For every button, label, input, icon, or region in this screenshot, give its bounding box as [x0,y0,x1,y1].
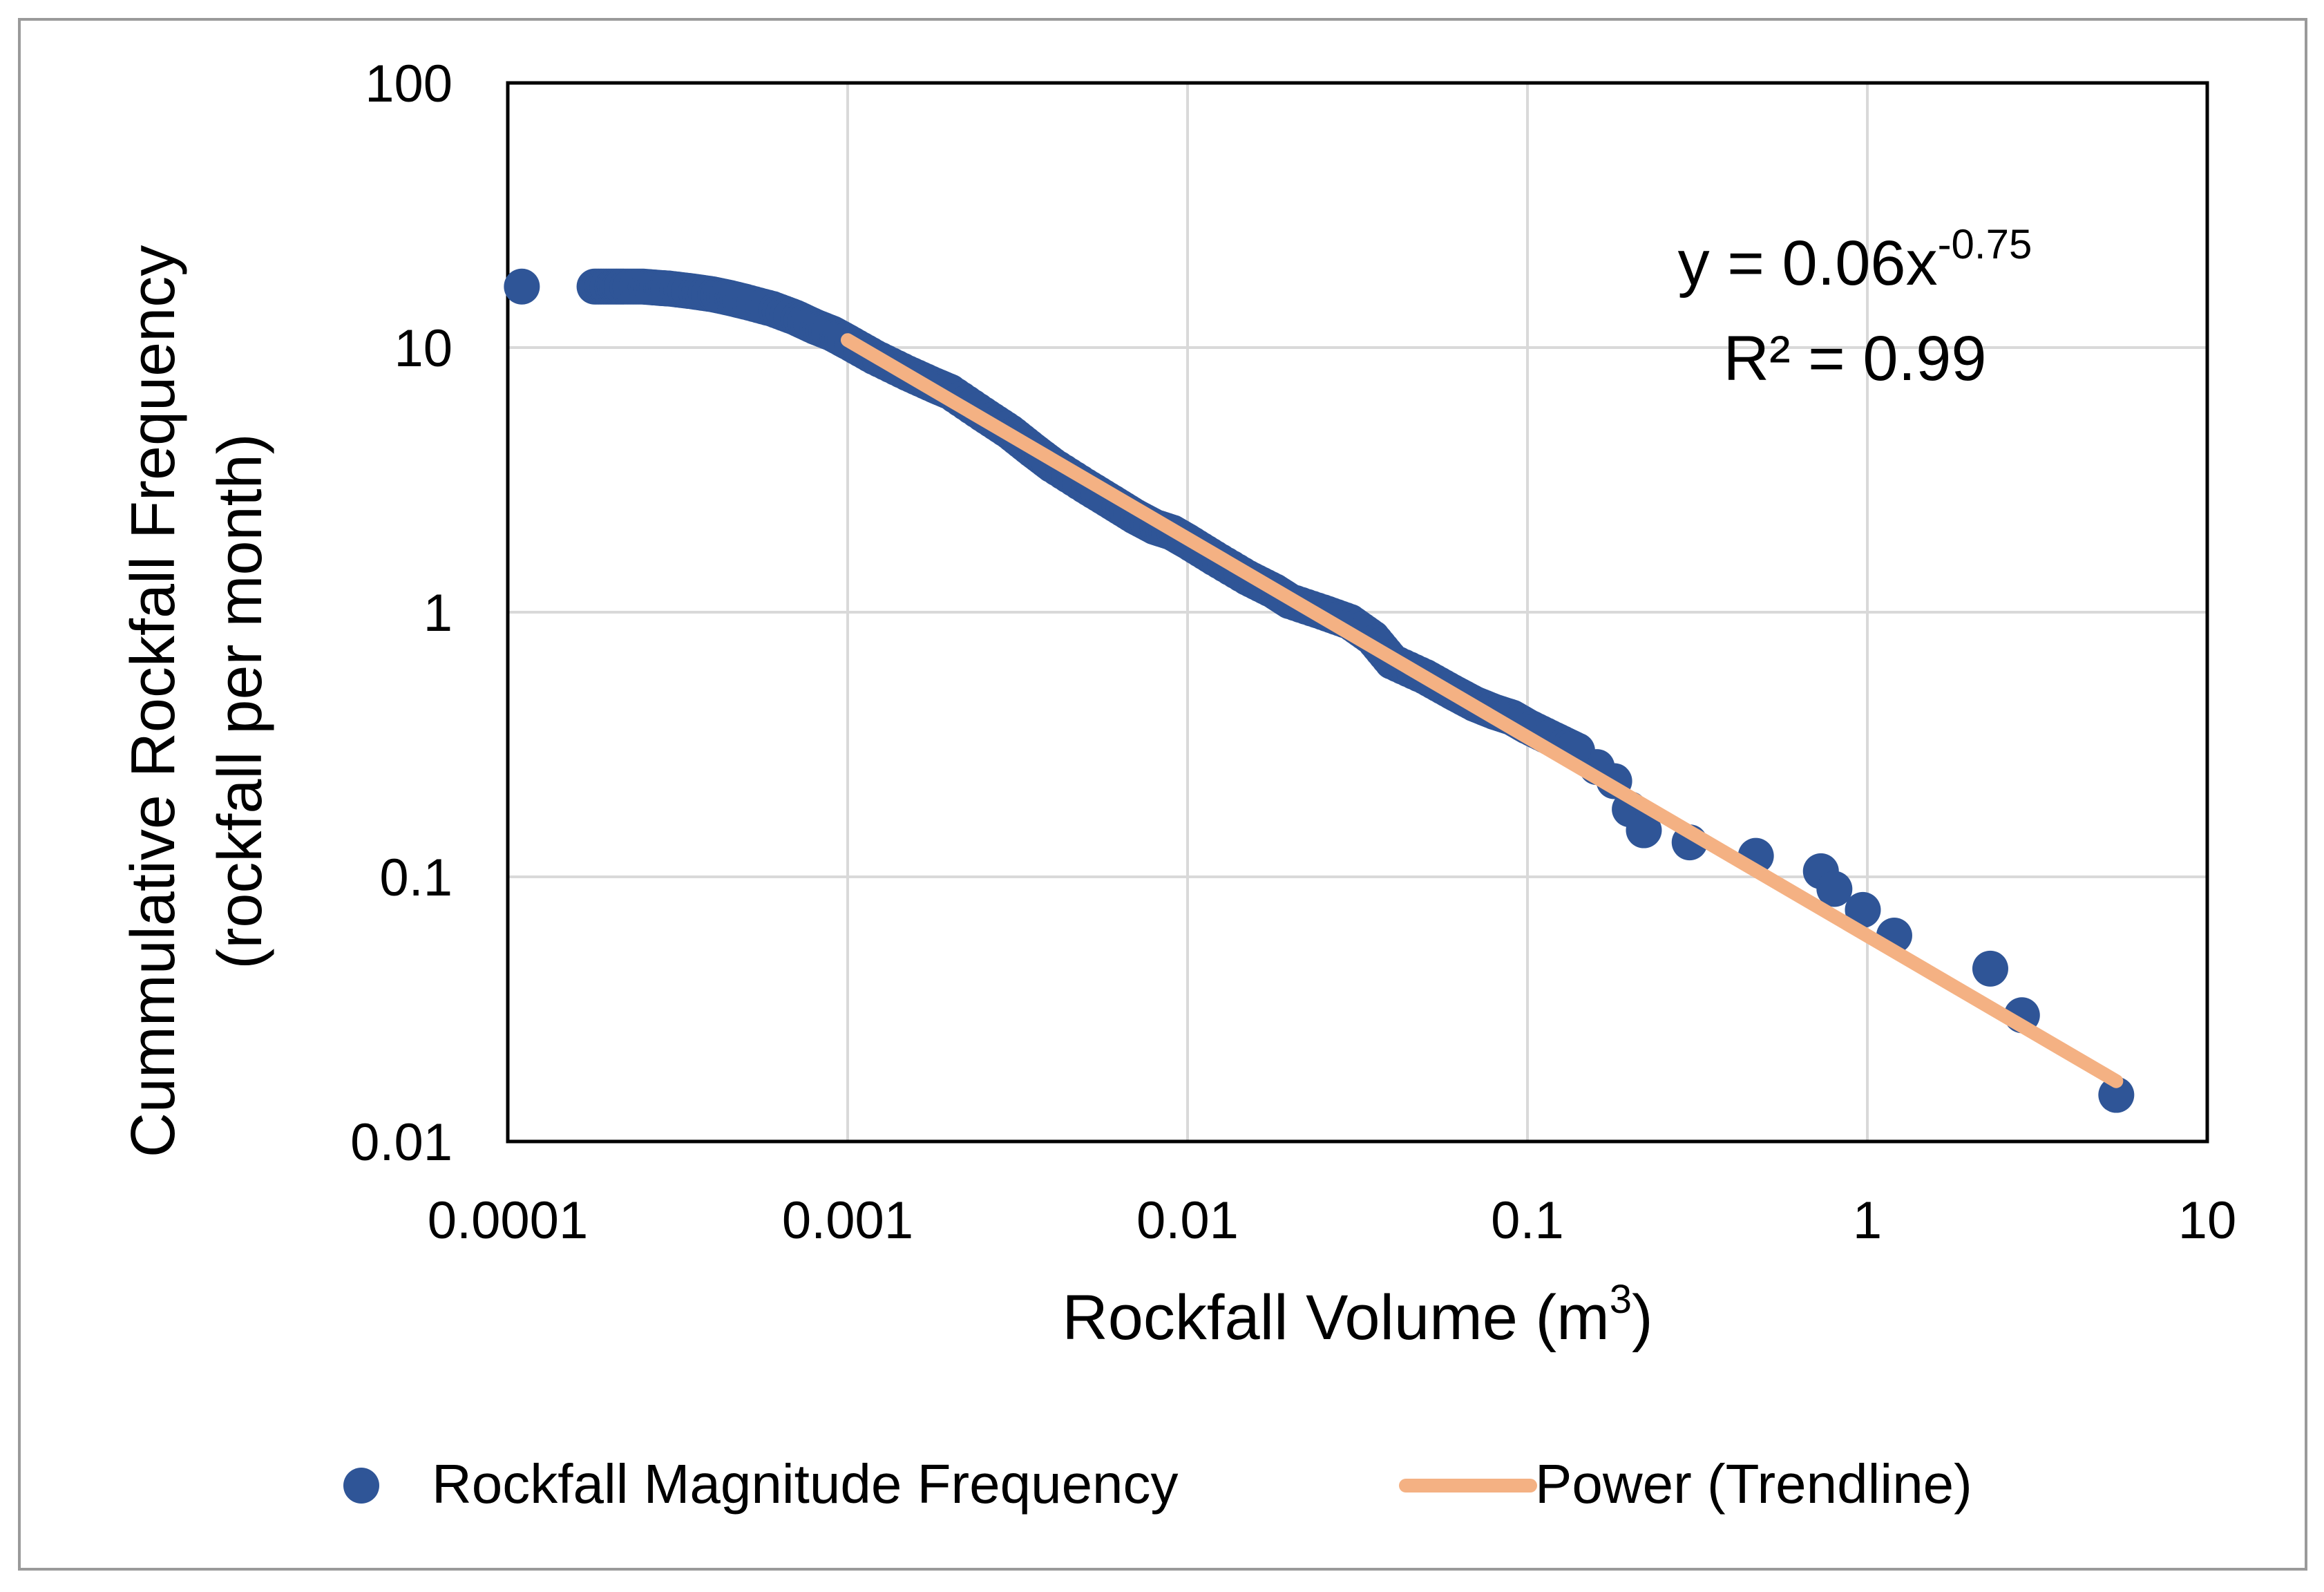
legend-label-trendline: Power (Trendline) [1535,1453,1972,1515]
x-tick-labels: 0.0001 0.001 0.01 0.1 1 10 [428,1191,2237,1250]
y-tick-label: 10 [394,319,453,378]
legend-marker-scatter [343,1468,379,1504]
scatter-point [1816,871,1853,907]
scatter-point [1626,812,1662,849]
scatter-point [504,268,540,305]
scatter-point [1845,891,1881,928]
y-tick-label: 0.01 [350,1113,453,1172]
trendline-layer [841,333,2124,1088]
x-axis-title: Rockfall Volume (m3) [1062,1277,1652,1353]
x-tick-label: 0.01 [1136,1191,1239,1250]
y-axis-title: Cummulative Rockfall Frequency (rockfall… [119,245,275,1157]
trendline [841,333,2124,1088]
x-tick-label: 10 [2178,1191,2237,1250]
y-tick-label: 0.1 [379,849,453,907]
y-axis-title-line2: (rockfall per month) [206,433,275,969]
y-tick-label: 1 [423,584,453,643]
scatter-point [1972,950,2008,987]
plot-area-border [506,81,2209,1144]
legend: Rockfall Magnitude Frequency Power (Tren… [343,1453,1972,1515]
y-tick-label: 100 [365,55,453,113]
chart-frame [18,18,2307,1571]
x-tick-label: 0.1 [1491,1191,1564,1250]
y-tick-labels: 0.01 0.1 1 10 100 [350,55,453,1172]
x-tick-label: 0.001 [782,1191,913,1250]
x-tick-label: 1 [1853,1191,1882,1250]
scatter-point [2098,1077,2135,1113]
x-tick-label: 0.0001 [428,1191,588,1250]
trend-equation: y = 0.06x-0.75 [1678,221,2032,298]
r-squared-label: R² = 0.99 [1724,323,1987,394]
y-axis-title-line1: Cummulative Rockfall Frequency [119,245,188,1157]
legend-label-scatter: Rockfall Magnitude Frequency [432,1453,1179,1515]
